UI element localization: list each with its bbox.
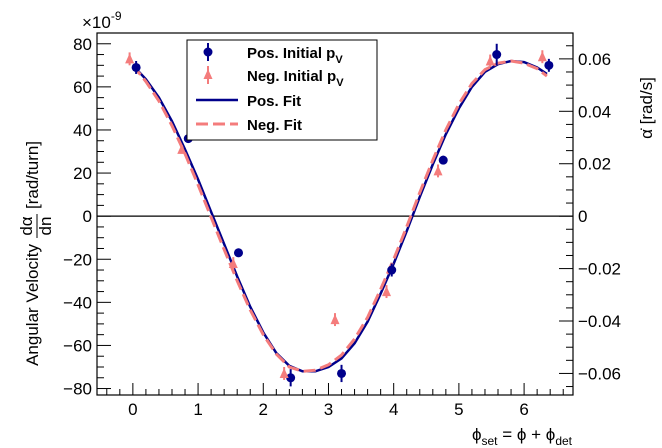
x-axis: 0 1 2 3 4 5 6 <box>106 383 564 419</box>
fit-line-3 <box>131 59 548 373</box>
y-axis-title-text: Angular Velocity <box>23 244 42 366</box>
data-point <box>233 248 243 258</box>
fit-line-2 <box>131 59 548 373</box>
y-tick-label: 40 <box>73 121 92 140</box>
series-layer <box>125 43 554 387</box>
data-point <box>131 62 141 72</box>
data-point <box>433 165 443 176</box>
legend-neg-fit-label: Neg. Fit <box>247 117 302 134</box>
data-point <box>337 368 347 378</box>
x-tick-label: 3 <box>324 400 333 419</box>
legend-pos-fit-label: Pos. Fit <box>247 93 301 110</box>
data-point <box>125 53 135 64</box>
data-point <box>485 55 495 66</box>
x-tick-label: 2 <box>259 400 268 419</box>
legend-neg-initial-label: Neg. Initial p <box>247 68 336 85</box>
data-point <box>438 155 448 165</box>
data-point <box>330 314 340 325</box>
data-point <box>177 143 187 154</box>
y-tick-label: 60 <box>73 78 92 97</box>
right-tick-label: −0.06 <box>578 364 621 383</box>
svg-text:Pos. Initial pV: Pos. Initial pV <box>247 45 343 66</box>
legend-entry-pos-fit: Pos. Fit <box>196 93 301 110</box>
legend-entry-neg-fit: Neg. Fit <box>196 117 302 134</box>
x-tick-label: 4 <box>389 400 398 419</box>
right-tick-label: −0.04 <box>578 312 621 331</box>
legend-pos-initial-label: Pos. Initial p <box>247 45 335 62</box>
y-axis-left: −80 −60 −40 −20 0 20 40 60 80 <box>63 35 111 399</box>
data-point <box>382 286 392 297</box>
svg-text:Neg. Initial pV: Neg. Initial pV <box>247 68 344 89</box>
y-axis-title-denominator: dn <box>36 217 55 236</box>
data-point <box>544 60 554 70</box>
legend-neg-marker <box>203 69 213 79</box>
y-axis-title-numerator: dα <box>17 216 36 235</box>
right-tick-label: 0.02 <box>578 155 611 174</box>
data-point <box>492 50 502 60</box>
y-tick-label: 20 <box>73 164 92 183</box>
legend-pos-marker <box>203 47 213 57</box>
y-tick-label: −60 <box>63 336 92 355</box>
x-tick-label: 0 <box>128 400 137 419</box>
data-point <box>279 367 289 378</box>
data-point <box>387 265 397 275</box>
x-tick-label: 1 <box>193 400 202 419</box>
right-axis-title: α̇ [rad/s] <box>637 77 656 139</box>
y-tick-label: 0 <box>83 207 92 226</box>
y-axis-title: Angular Velocity dα dn [rad/turn] <box>17 141 55 366</box>
right-tick-label: 0 <box>578 207 587 226</box>
right-tick-label: −0.02 <box>578 260 621 279</box>
y-tick-label: −80 <box>63 380 92 399</box>
y-tick-label: −20 <box>63 250 92 269</box>
legend-entry-neg-initial: Neg. Initial pV <box>203 66 344 89</box>
data-point <box>286 373 296 383</box>
y-tick-label: −40 <box>63 293 92 312</box>
y-exponent-label: ×10-9 <box>82 9 122 32</box>
y-axis-title-units: [rad/turn] <box>23 141 42 209</box>
x-tick-label: 6 <box>519 400 528 419</box>
data-point <box>228 258 238 269</box>
y-tick-label: 80 <box>73 35 92 54</box>
x-axis-title: ϕset = ϕ + ϕdet <box>472 425 573 448</box>
right-tick-label: 0.04 <box>578 102 611 121</box>
data-point <box>537 51 547 62</box>
legend: Pos. Initial pV Neg. Initial pV Pos. Fit… <box>186 39 378 141</box>
x-tick-label: 5 <box>454 400 463 419</box>
right-tick-label: 0.06 <box>578 50 611 69</box>
y-axis-right: −0.06 −0.04 −0.02 0 0.02 0.04 0.06 <box>559 45 621 388</box>
plot-frame <box>96 32 574 396</box>
legend-entry-pos-initial: Pos. Initial pV <box>203 43 343 66</box>
